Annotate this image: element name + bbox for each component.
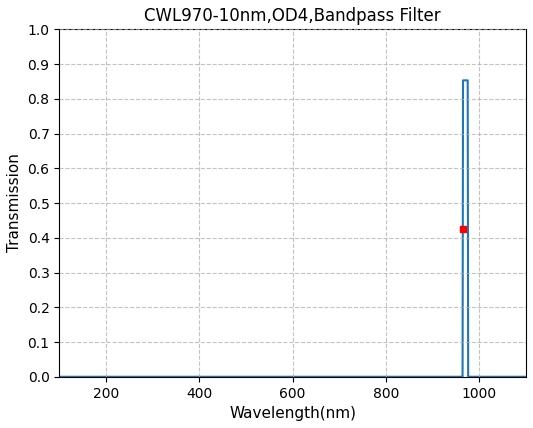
Y-axis label: Transmission: Transmission: [7, 154, 22, 253]
X-axis label: Wavelength(nm): Wavelength(nm): [229, 406, 356, 421]
Title: CWL970-10nm,OD4,Bandpass Filter: CWL970-10nm,OD4,Bandpass Filter: [144, 7, 441, 25]
